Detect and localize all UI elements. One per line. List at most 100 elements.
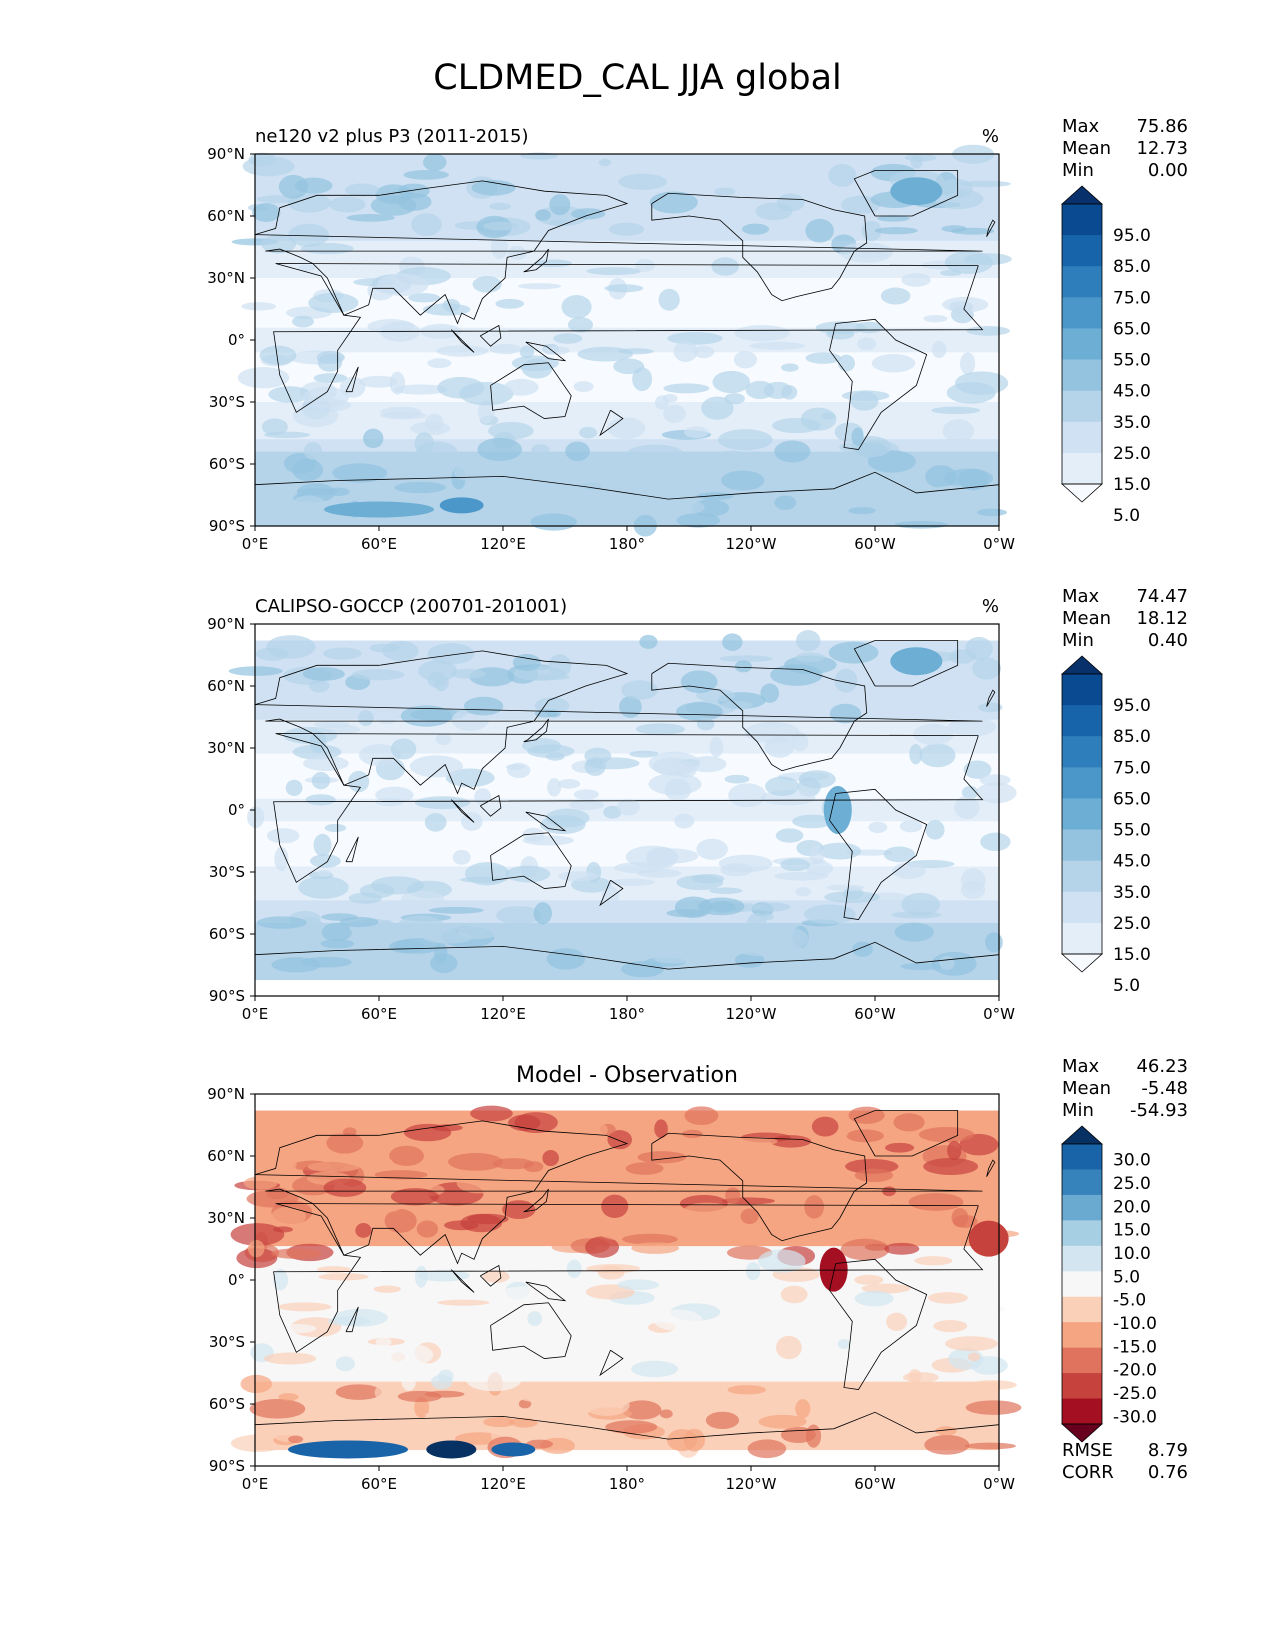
- panel-units: %: [982, 596, 999, 617]
- stat-label: Mean: [1062, 608, 1111, 629]
- y-tick-label: 60°S: [209, 925, 245, 943]
- coastlines: [254, 170, 1000, 500]
- x-tick-label: 180°: [609, 1005, 645, 1023]
- y-tick-label: 60°S: [209, 455, 245, 473]
- colorbar-tick-label: 55.0: [1113, 351, 1151, 371]
- colorbar-tick-label: 95.0: [1113, 696, 1151, 716]
- extra-stat-value: 0.76: [1148, 1462, 1188, 1483]
- stat-value: 18.12: [1136, 608, 1188, 629]
- panel-stats: Max 74.47 Mean 18.12 Min 0.40: [1062, 586, 1188, 651]
- x-tick-label: 180°: [609, 1475, 645, 1493]
- stat-label: Max: [1062, 1056, 1100, 1077]
- map-panel-reference: 0°E 60°E 120°E 180° 120°W 60°W 0°W 90°N 60°N 30°N…: [207, 586, 1188, 1023]
- colorbar-tick-label: 65.0: [1113, 789, 1151, 809]
- stat-label: Mean: [1062, 138, 1111, 159]
- colorbar: 30.0 25.0 20.0 15.0 10.0 5.0 -5.0 -10.0 -15.0 -20…: [1060, 1125, 1157, 1443]
- map-panel-test: 0°E 60°E 120°E 180° 120°W 60°W 0°W 90°N 60°N 30°N…: [207, 116, 1188, 553]
- axis-ticks: 0°E 60°E 120°E 180° 120°W 60°W 0°W 90°N 60°N 30°N…: [207, 1085, 1015, 1493]
- x-tick-label: 0°E: [242, 1005, 269, 1023]
- y-tick-label: 90°N: [207, 1085, 245, 1103]
- field-shading: [230, 1094, 1022, 1466]
- y-tick-label: 30°N: [207, 1209, 245, 1227]
- stat-value: -5.48: [1141, 1078, 1188, 1099]
- extra-stat-label: RMSE: [1062, 1440, 1113, 1461]
- y-tick-label: 90°N: [207, 615, 245, 633]
- y-tick-label: 90°S: [209, 987, 245, 1005]
- x-tick-label: 60°W: [854, 1475, 896, 1493]
- colorbar-tick-label: 35.0: [1113, 413, 1151, 433]
- colorbar-tick-label: 10.0: [1113, 1244, 1151, 1264]
- stat-label: Min: [1062, 160, 1094, 181]
- x-tick-label: 60°E: [361, 535, 397, 553]
- colorbar: 95.0 85.0 75.0 65.0 55.0 45.0 35.0 25.0 15.0 5.0: [1060, 185, 1151, 526]
- stat-value: 75.86: [1136, 116, 1188, 137]
- stat-value: 0.00: [1148, 160, 1188, 181]
- extra-stat-value: 8.79: [1148, 1440, 1188, 1461]
- x-tick-label: 120°E: [480, 535, 526, 553]
- stat-label: Max: [1062, 586, 1100, 607]
- x-tick-label: 120°W: [726, 1005, 777, 1023]
- panel-units: %: [982, 126, 999, 147]
- panel-left-title: CALIPSO-GOCCP (200701-201001): [255, 596, 567, 617]
- colorbar-tick-label: 5.0: [1113, 1267, 1140, 1287]
- field-shading: [228, 624, 1017, 996]
- extra-stat-label: CORR: [1062, 1462, 1114, 1483]
- colorbar-tick-label: 15.0: [1113, 475, 1151, 495]
- x-tick-label: 60°W: [854, 1005, 896, 1023]
- colorbar-tick-label: 5.0: [1113, 976, 1140, 996]
- y-tick-label: 0°: [228, 331, 245, 349]
- x-tick-label: 60°W: [854, 535, 896, 553]
- panel-stats: Max 46.23 Mean -5.48 Min -54.93: [1062, 1056, 1188, 1121]
- stat-label: Max: [1062, 116, 1100, 137]
- colorbar-tick-label: 20.0: [1113, 1197, 1151, 1217]
- colorbar-tick-label: -15.0: [1113, 1337, 1157, 1357]
- axis-ticks: 0°E 60°E 120°E 180° 120°W 60°W 0°W 90°N 60°N 30°N…: [207, 145, 1015, 553]
- x-tick-label: 120°E: [480, 1475, 526, 1493]
- colorbar-tick-label: -30.0: [1113, 1407, 1157, 1427]
- panel-stats: Max 75.86 Mean 12.73 Min 0.00: [1062, 116, 1188, 181]
- y-tick-label: 60°N: [207, 1147, 245, 1165]
- colorbar-tick-label: 45.0: [1113, 852, 1151, 872]
- colorbar-tick-label: 75.0: [1113, 288, 1151, 308]
- x-tick-label: 120°W: [726, 535, 777, 553]
- colorbar-tick-label: 25.0: [1113, 914, 1151, 934]
- colorbar-tick-label: 25.0: [1113, 1174, 1151, 1194]
- panel-left-title: ne120 v2 plus P3 (2011-2015): [255, 126, 529, 147]
- colorbar-tick-label: -25.0: [1113, 1384, 1157, 1404]
- stat-label: Min: [1062, 630, 1094, 651]
- stat-value: 12.73: [1136, 138, 1188, 159]
- y-tick-label: 30°N: [207, 269, 245, 287]
- y-tick-label: 60°S: [209, 1395, 245, 1413]
- x-tick-label: 180°: [609, 535, 645, 553]
- figure-title: CLDMED_CAL JJA global: [433, 58, 842, 98]
- y-tick-label: 90°S: [209, 1457, 245, 1475]
- y-tick-label: 0°: [228, 1271, 245, 1289]
- x-tick-label: 60°E: [361, 1475, 397, 1493]
- x-tick-label: 0°E: [242, 1475, 269, 1493]
- x-tick-label: 0°E: [242, 535, 269, 553]
- colorbar-tick-label: 45.0: [1113, 382, 1151, 402]
- map-panel-difference: 0°E 60°E 120°E 180° 120°W 60°W 0°W 90°N 60°N 30°N…: [207, 1056, 1188, 1493]
- colorbar: 95.0 85.0 75.0 65.0 55.0 45.0 35.0 25.0 15.0 5.0: [1060, 655, 1151, 996]
- colorbar-tick-label: 85.0: [1113, 257, 1151, 277]
- x-tick-label: 120°W: [726, 1475, 777, 1493]
- stat-value: 46.23: [1136, 1056, 1188, 1077]
- colorbar-tick-label: -5.0: [1113, 1291, 1146, 1311]
- stat-value: -54.93: [1130, 1100, 1188, 1121]
- x-tick-label: 0°W: [983, 1475, 1015, 1493]
- stat-value: 0.40: [1148, 630, 1188, 651]
- colorbar-tick-label: 75.0: [1113, 758, 1151, 778]
- x-tick-label: 120°E: [480, 1005, 526, 1023]
- x-tick-label: 0°W: [983, 1005, 1015, 1023]
- y-tick-label: 60°N: [207, 207, 245, 225]
- colorbar-tick-label: 55.0: [1113, 821, 1151, 841]
- x-tick-label: 0°W: [983, 535, 1015, 553]
- x-tick-label: 60°E: [361, 1005, 397, 1023]
- y-tick-label: 90°S: [209, 517, 245, 535]
- stat-label: Min: [1062, 1100, 1094, 1121]
- stat-label: Mean: [1062, 1078, 1111, 1099]
- field-shading: [231, 144, 1012, 537]
- y-tick-label: 0°: [228, 801, 245, 819]
